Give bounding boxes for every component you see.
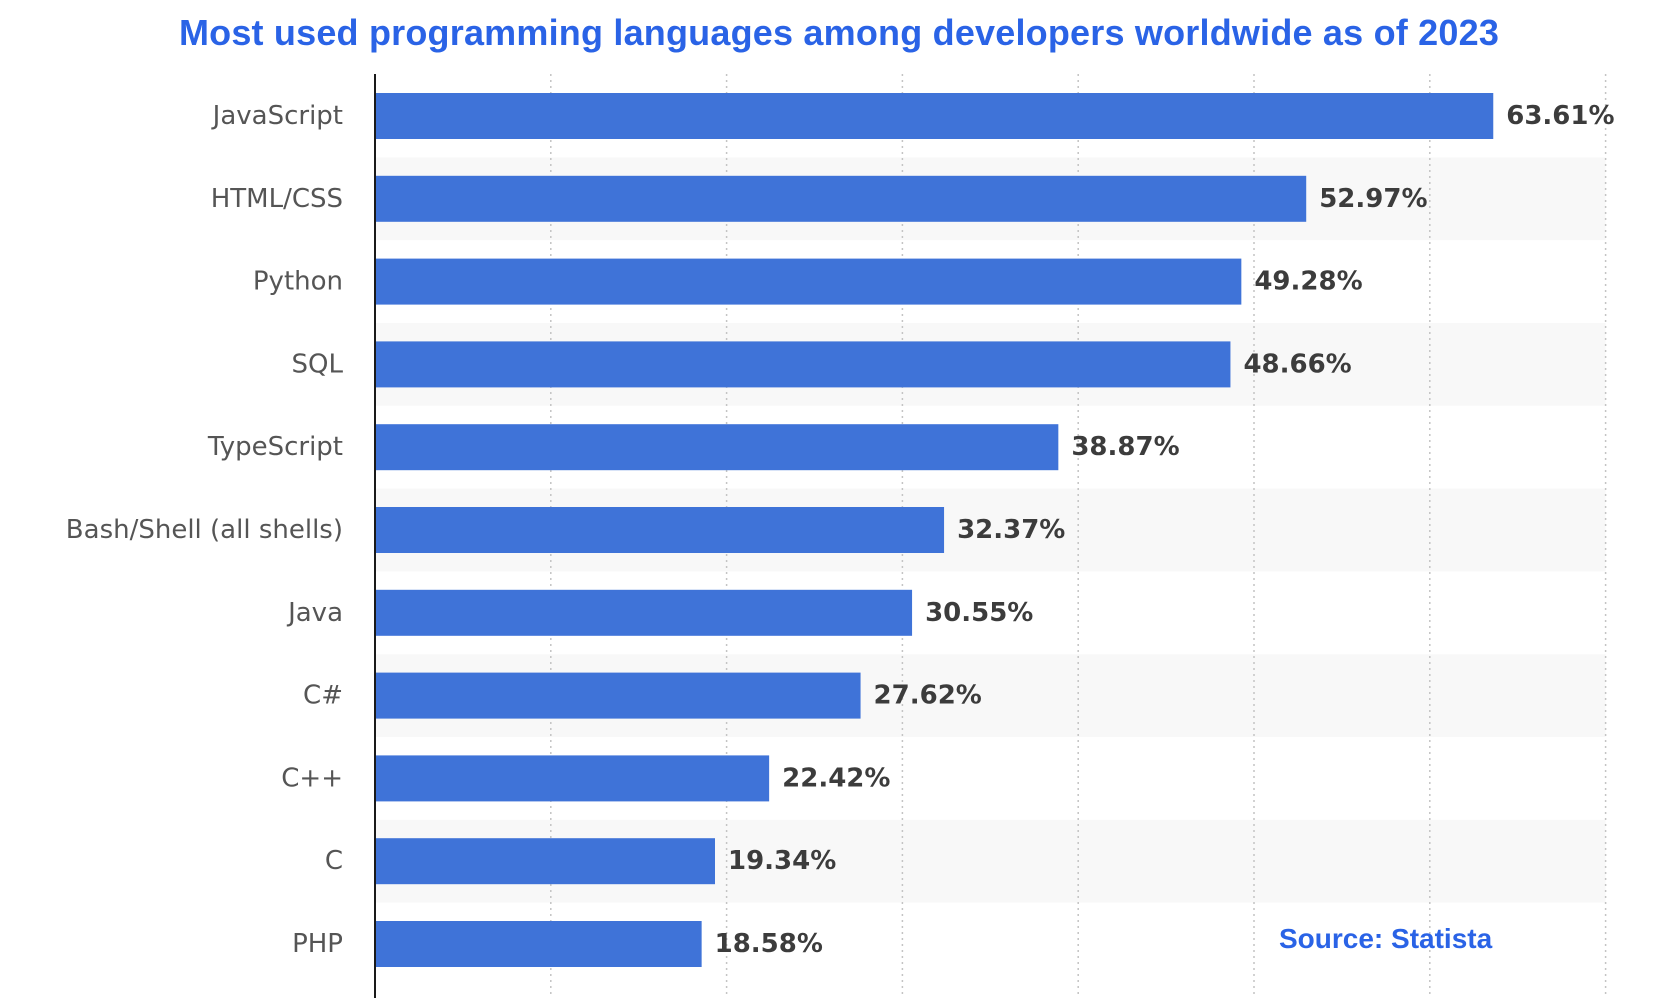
category-label: C# (303, 681, 343, 711)
bar (375, 672, 861, 719)
category-label: C (325, 846, 343, 876)
value-label: 30.55% (925, 598, 1033, 628)
value-labels: 63.61% 52.97% 49.28% 48.66% 38.87% 32.37% 30.5… (715, 101, 1615, 959)
bar (375, 755, 770, 802)
category-label: Python (253, 267, 343, 297)
source-note: Source: Statista (1279, 923, 1493, 954)
category-label: C++ (281, 763, 343, 793)
category-label: JavaScript (211, 101, 343, 131)
bar (375, 838, 715, 885)
value-label: 22.42% (782, 763, 890, 793)
bar (375, 258, 1242, 305)
value-label: 27.62% (874, 681, 982, 711)
category-label: TypeScript (207, 432, 343, 462)
bar (375, 589, 913, 636)
bars (375, 93, 1494, 967)
value-label: 48.66% (1243, 349, 1351, 379)
bar (375, 93, 1494, 139)
category-labels: JavaScript HTML/CSS Python SQL TypeScript Bas… (66, 101, 344, 959)
bar (375, 341, 1231, 388)
value-label: 38.87% (1071, 432, 1179, 462)
value-label: 19.34% (728, 846, 836, 876)
value-label: 49.28% (1254, 267, 1362, 297)
bar (375, 424, 1059, 471)
value-label: 63.61% (1506, 101, 1614, 131)
category-label: Bash/Shell (all shells) (66, 515, 343, 545)
category-label: Java (286, 598, 343, 628)
bar (375, 921, 702, 967)
bar (375, 175, 1307, 222)
chart-title: Most used programming languages among de… (178, 12, 1500, 53)
value-label: 32.37% (957, 515, 1065, 545)
category-label: PHP (292, 929, 343, 959)
bar (375, 507, 945, 553)
category-label: HTML/CSS (211, 184, 343, 214)
value-label: 18.58% (715, 929, 823, 959)
value-label: 52.97% (1319, 184, 1427, 214)
category-label: SQL (292, 349, 344, 379)
